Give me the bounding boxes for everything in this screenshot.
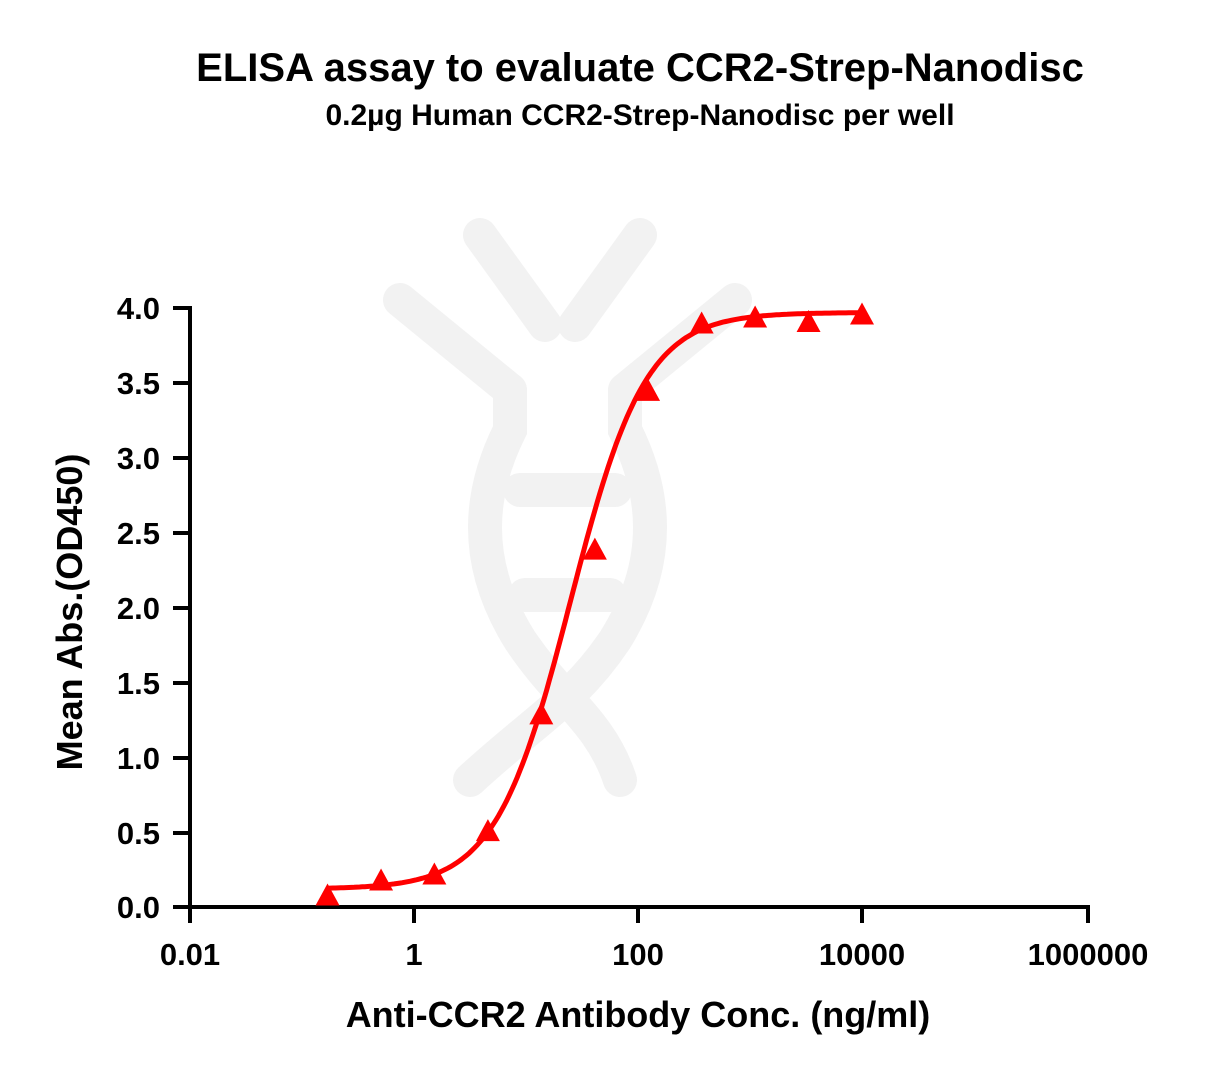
data-point-triangle: [475, 819, 500, 842]
x-axis: [173, 905, 1090, 923]
y-tick-label: 0.0: [117, 890, 160, 925]
data-point-triangle: [636, 378, 661, 401]
watermark-logo: [383, 218, 752, 797]
data-markers: [315, 302, 874, 906]
y-tick-label: 2.0: [117, 591, 160, 626]
x-tick-label: 1: [405, 937, 422, 972]
data-point-triangle: [315, 883, 340, 906]
data-point-triangle: [689, 311, 714, 334]
fit-curve: [327, 310, 862, 891]
y-tick-label: 0.5: [117, 816, 160, 851]
data-point-triangle: [743, 305, 768, 328]
y-tick-label: 3.0: [117, 441, 160, 476]
x-tick-label: 0.01: [160, 937, 220, 972]
y-tick-label: 4.0: [117, 291, 160, 326]
data-point-triangle: [369, 868, 394, 891]
x-tick-label: 100: [612, 937, 664, 972]
x-tick-label: 10000: [819, 937, 905, 972]
y-tick-label: 2.5: [117, 516, 160, 551]
y-axis-title: Mean Abs.(OD450): [49, 454, 90, 771]
x-axis-title: Anti-CCR2 Antibody Conc. (ng/ml): [346, 994, 931, 1035]
y-axis: [173, 306, 192, 910]
data-point-triangle: [796, 309, 821, 332]
data-point-triangle: [422, 862, 447, 885]
data-point-triangle: [850, 302, 874, 325]
x-tick-label: 1000000: [1028, 937, 1149, 972]
data-point-triangle: [582, 537, 607, 560]
chart-subtitle: 0.2µg Human CCR2-Strep-Nanodisc per well: [325, 99, 955, 132]
y-tick-label: 1.0: [117, 741, 160, 776]
y-tick-label: 1.5: [117, 666, 160, 701]
y-tick-label: 3.5: [117, 366, 160, 401]
data-point-triangle: [529, 702, 554, 725]
chart-title: ELISA assay to evaluate CCR2-Strep-Nanod…: [196, 46, 1084, 90]
